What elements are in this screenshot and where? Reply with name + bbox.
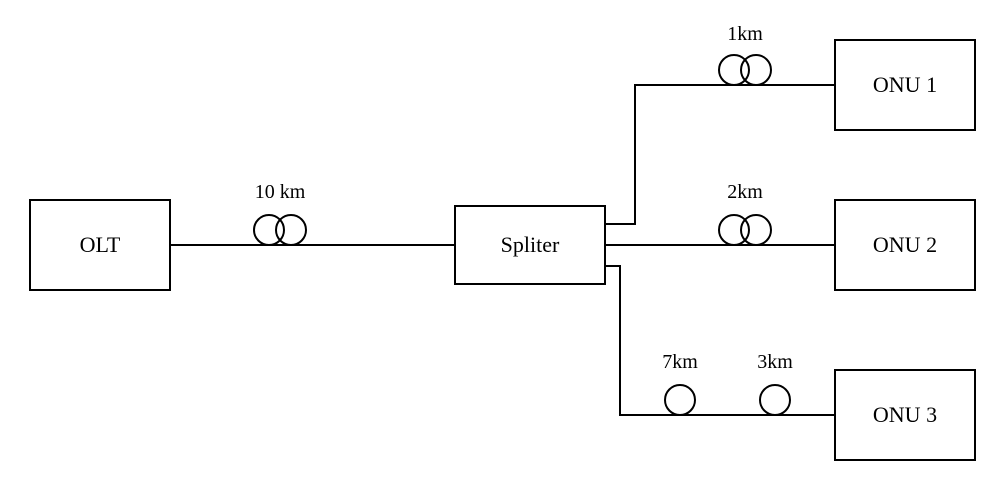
network-diagram: OLT Spliter ONU 1 ONU 2 ONU 3 10 km 1km … [0,0,1000,504]
fiber-icon-olt-splitter [254,215,306,245]
node-olt: OLT [30,200,170,290]
link-splitter-onu1 [605,85,835,224]
onu1-label: ONU 1 [873,72,937,97]
node-splitter: Spliter [455,206,605,284]
fiber-icon-onu3-seg1 [665,385,695,415]
node-onu3: ONU 3 [835,370,975,460]
onu2-label: ONU 2 [873,232,937,257]
fiber-icon-onu1 [719,55,771,85]
distance-olt-splitter: 10 km [255,181,306,203]
distance-onu1: 1km [727,23,763,45]
onu3-label: ONU 3 [873,402,937,427]
splitter-label: Spliter [501,232,560,257]
olt-label: OLT [80,232,121,257]
node-onu2: ONU 2 [835,200,975,290]
distance-onu3-seg2: 3km [757,351,793,373]
link-splitter-onu3 [605,266,835,415]
fiber-icon-onu3-seg2 [760,385,790,415]
fiber-icon-onu2 [719,215,771,245]
distance-onu2: 2km [727,181,763,203]
node-onu1: ONU 1 [835,40,975,130]
distance-onu3-seg1: 7km [662,351,698,373]
